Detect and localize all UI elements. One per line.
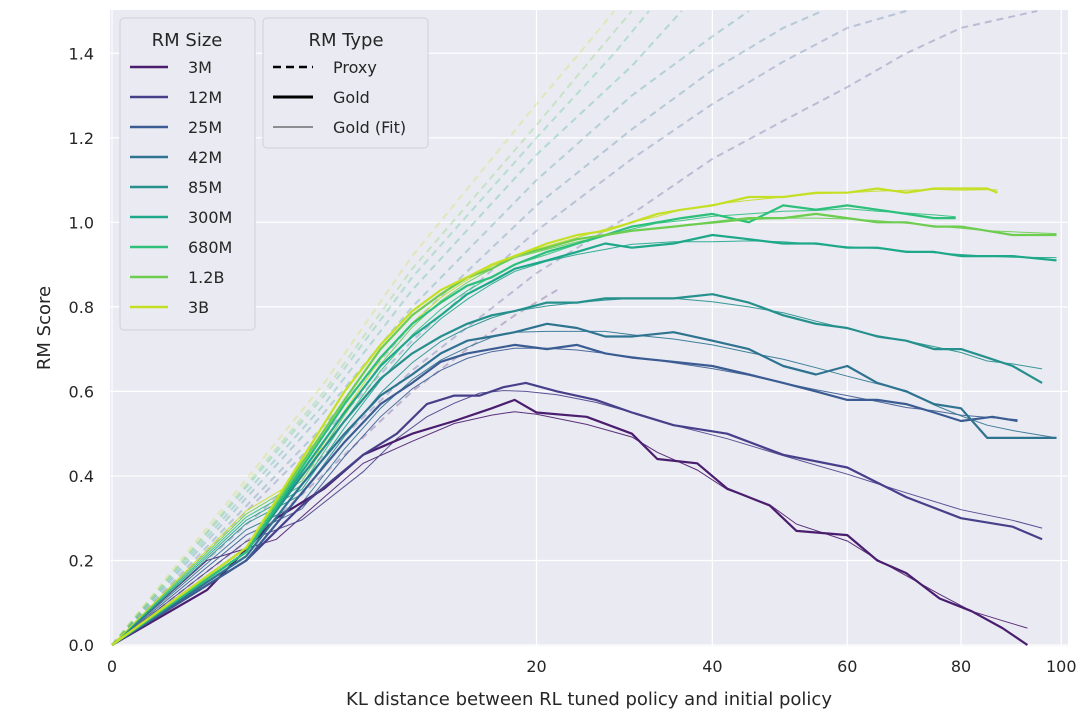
x-ticks: 0 20 40 60 80 100 [107,657,1077,676]
legend-type-label: Gold (Fit) [333,118,406,137]
legend-size-label: 12M [188,88,222,107]
gold-line-85m [111,293,1043,646]
legend-size-label: 300M [188,208,232,227]
y-axis-label: RM Score [34,286,55,370]
x-axis-label: KL distance between RL tuned policy and … [346,689,832,710]
x-tick-label: 40 [702,657,722,676]
legend-size-entries: 3M 12M 25M 42M 85M 300M 680M 1.2B 3B [130,58,232,317]
y-tick-label: 0.6 [69,382,94,401]
legend-type-label: Gold [333,88,370,107]
gold-line-25m [111,343,1018,646]
gold-line-3b [111,187,998,646]
legend-type-title: RM Type [308,30,383,51]
legend-size-label: 1.2B [188,268,224,287]
legend-size-label: 3M [188,58,212,77]
y-tick-label: 0.2 [69,551,94,570]
proxy-line-12m [111,10,1038,646]
y-tick-label: 1.2 [69,129,94,148]
legend-type-label: Proxy [333,58,377,77]
x-tick-label: 20 [526,657,546,676]
x-tick-label: 0 [107,657,117,676]
proxy-line-680m [111,10,650,646]
gold-line-12m [111,381,1043,646]
legend-type-frame [262,17,429,149]
proxy-line-3b [111,10,616,646]
legend-type-entries: Proxy Gold Gold (Fit) [273,58,406,137]
y-ticks: 0.0 0.2 0.4 0.6 0.8 1.0 1.2 1.4 [69,44,94,655]
legend-size-label: 42M [188,148,222,167]
gold-line-42m [111,322,1057,646]
proxy-line-300m [111,10,683,646]
y-tick-label: 1.4 [69,44,94,63]
y-tick-label: 0.8 [69,298,94,317]
legend-size-label: 25M [188,118,222,137]
legend-type: RM Type Proxy Gold Gold (Fit) [262,17,429,149]
x-tick-label: 60 [837,657,857,676]
gold-line-300m [111,233,1057,646]
legend-size-title: RM Size [152,30,223,51]
legend-size-label: 3B [188,298,209,317]
legend-size-label: 85M [188,178,222,197]
y-tick-label: 1.0 [69,213,94,232]
gold-fit-line-3m [111,411,1028,646]
proxy-line-85m [111,10,750,646]
x-tick-label: 80 [951,657,971,676]
x-tick-label: 100 [1046,657,1077,676]
y-tick-label: 0.4 [69,467,94,486]
legend-size-label: 680M [188,238,232,257]
proxy-line-1-2b [111,10,633,646]
legend-size: RM Size 3M 12M 25M 42M 85M 300M 680M 1.2B 3B [119,17,256,331]
gold-line-1-2b [111,212,1057,646]
series-lines [111,10,1057,646]
y-tick-label: 0.0 [69,636,94,655]
